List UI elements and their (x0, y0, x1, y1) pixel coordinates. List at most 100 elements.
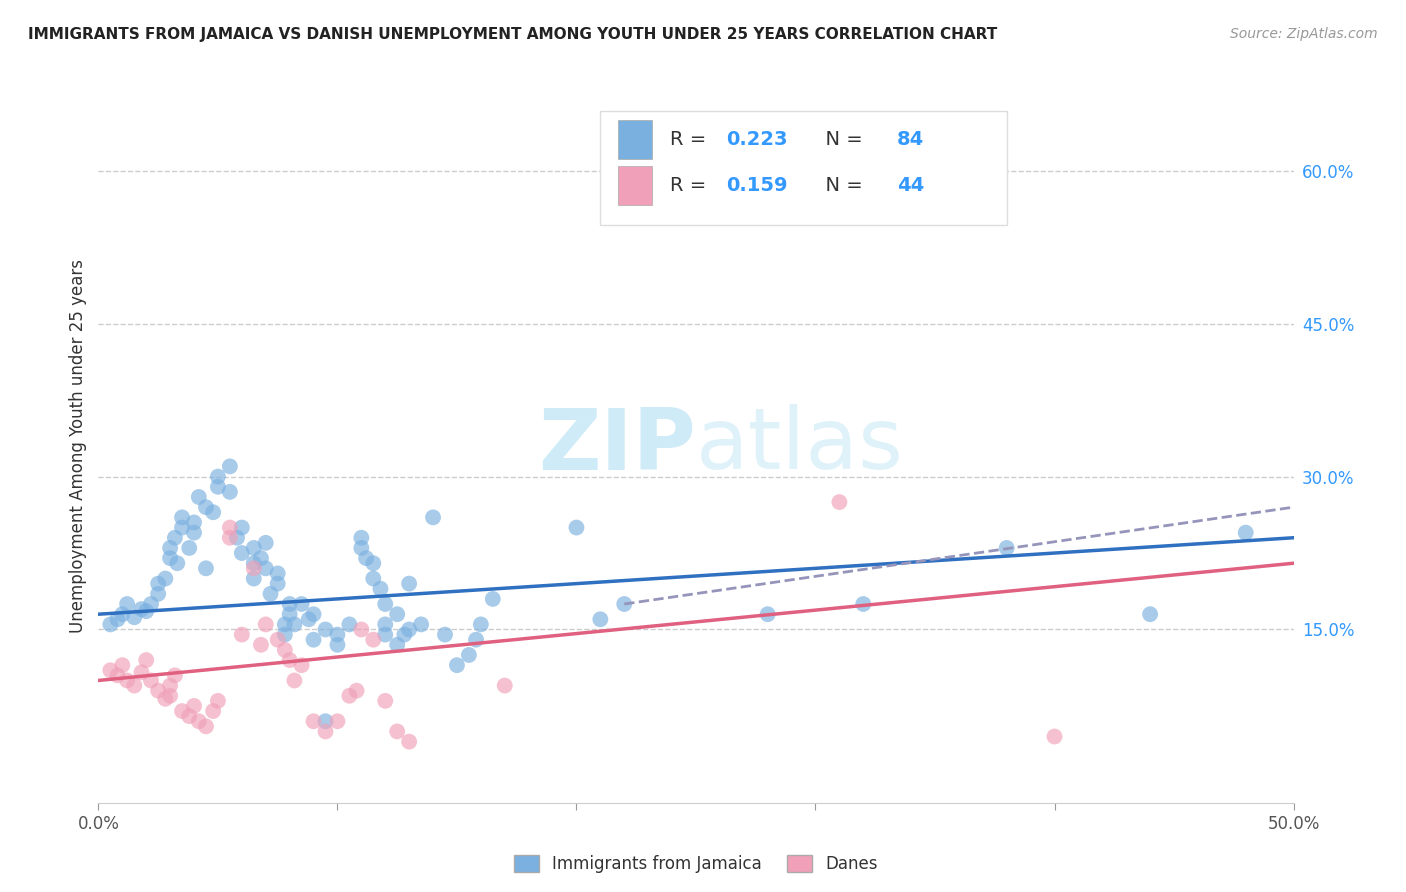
Point (219, 520, 242, 534)
Point (446, 658, 468, 673)
Point (374, 617, 396, 632)
FancyBboxPatch shape (619, 166, 652, 205)
Text: 44: 44 (897, 176, 924, 195)
Point (589, 612, 612, 626)
Point (465, 632, 488, 647)
Point (194, 561, 218, 575)
Point (207, 694, 229, 708)
Point (219, 531, 242, 545)
Point (363, 572, 385, 586)
Point (107, 668, 129, 682)
Text: R =: R = (669, 129, 713, 149)
Point (481, 591, 505, 606)
Point (131, 665, 153, 680)
Point (163, 531, 186, 545)
Point (111, 658, 134, 673)
Point (828, 495, 851, 509)
Point (179, 709, 201, 723)
Point (350, 541, 373, 555)
Point (243, 541, 266, 555)
Point (231, 627, 253, 641)
Point (254, 561, 277, 575)
Point (179, 541, 201, 555)
Point (374, 627, 396, 641)
Point (613, 597, 636, 611)
Point (385, 607, 409, 622)
Point (302, 607, 325, 622)
Point (290, 658, 312, 673)
Point (155, 691, 177, 706)
Point (243, 561, 266, 575)
Text: N =: N = (813, 129, 869, 149)
Point (135, 653, 157, 667)
Text: atlas: atlas (696, 404, 904, 488)
Point (326, 627, 349, 641)
Point (159, 679, 181, 693)
Point (457, 648, 479, 662)
Point (315, 724, 337, 739)
Point (398, 734, 420, 748)
Point (995, 541, 1018, 555)
FancyBboxPatch shape (600, 111, 1007, 225)
Point (385, 724, 409, 739)
Point (183, 525, 205, 540)
Text: 0.223: 0.223 (725, 129, 787, 149)
Point (346, 683, 368, 698)
Point (243, 572, 266, 586)
Point (422, 510, 444, 524)
Point (202, 704, 225, 718)
Point (290, 597, 312, 611)
Point (254, 617, 277, 632)
Point (250, 638, 273, 652)
Y-axis label: Unemployment Among Youth under 25 years: Unemployment Among Youth under 25 years (69, 259, 87, 633)
Point (111, 607, 134, 622)
Point (494, 679, 516, 693)
Point (326, 638, 349, 652)
Point (339, 689, 360, 703)
Point (267, 566, 290, 581)
Point (107, 612, 129, 626)
Point (283, 673, 305, 688)
Point (231, 546, 253, 560)
Point (1139, 607, 1161, 622)
Point (302, 714, 325, 729)
Point (852, 597, 875, 611)
Point (780, 144, 803, 158)
Point (756, 607, 779, 622)
Point (139, 597, 162, 611)
Text: IMMIGRANTS FROM JAMAICA VS DANISH UNEMPLOYMENT AMONG YOUTH UNDER 25 YEARS CORREL: IMMIGRANTS FROM JAMAICA VS DANISH UNEMPL… (28, 27, 997, 42)
Point (470, 617, 492, 632)
Point (226, 531, 249, 545)
Text: 0.159: 0.159 (725, 176, 787, 195)
Point (398, 576, 420, 591)
Point (202, 505, 225, 519)
Point (411, 617, 433, 632)
Point (115, 597, 138, 611)
Text: R =: R = (669, 176, 713, 195)
Point (1234, 525, 1257, 540)
Point (207, 469, 229, 483)
Point (172, 704, 194, 718)
Point (278, 607, 301, 622)
Point (339, 617, 360, 632)
Point (250, 551, 273, 566)
Point (155, 572, 177, 586)
Point (302, 632, 325, 647)
Point (254, 536, 277, 550)
Point (187, 714, 209, 729)
Point (283, 617, 305, 632)
Point (243, 556, 266, 570)
Point (131, 602, 153, 616)
Point (278, 653, 301, 667)
Point (259, 587, 281, 601)
Point (115, 673, 138, 688)
Point (398, 623, 420, 637)
Point (350, 531, 373, 545)
Text: N =: N = (813, 176, 869, 195)
Text: 84: 84 (897, 129, 924, 149)
Point (354, 551, 377, 566)
Point (98, 617, 122, 632)
Point (163, 668, 186, 682)
Point (148, 576, 170, 591)
Point (315, 714, 337, 729)
